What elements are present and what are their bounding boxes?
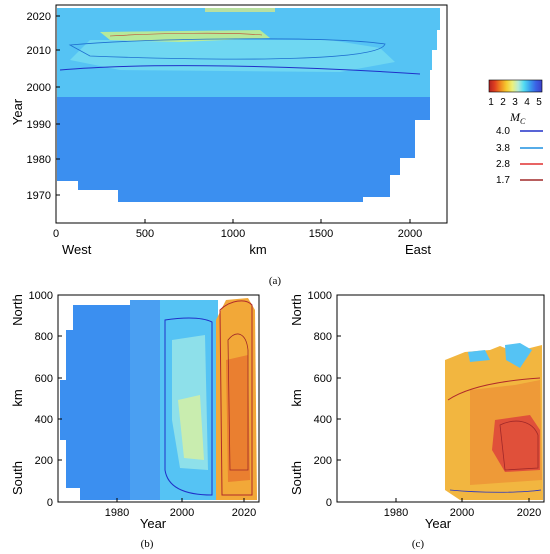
- panel-b-y-label: km: [10, 389, 25, 406]
- y-tick-label: 2020: [27, 11, 51, 23]
- panel-a: 2020 2010 2000 1990 1980 1970 Year 0 500…: [10, 4, 448, 287]
- panel-a-east-label: East: [405, 242, 431, 257]
- colorbar-title-sub: C: [520, 117, 526, 126]
- y-tick-label: 1990: [27, 119, 51, 131]
- colorbar-bar: [488, 79, 543, 93]
- x-tick-label: 2000: [170, 507, 194, 519]
- x-tick-label: 1980: [384, 507, 408, 519]
- panel-b-contour-4-0: [164, 317, 213, 496]
- y-tick-label: 800: [314, 331, 332, 343]
- panel-b-contour-1-7: [227, 333, 249, 471]
- y-tick-label: 1000: [308, 290, 332, 302]
- panel-a-west-label: West: [62, 242, 92, 257]
- panel-b-y-axis: 1000 800 600 400 200 0 North km South: [10, 290, 62, 509]
- panel-a-contour-2-8: [109, 32, 263, 37]
- x-tick-label: 1000: [221, 228, 245, 240]
- panel-a-region-blue: [57, 97, 430, 202]
- panel-b-heatfield: [60, 298, 257, 500]
- panel-c-contour-4-0: [449, 489, 542, 493]
- contour-legend: 4.0 3.8 2.8 1.7: [496, 126, 543, 186]
- panel-c-region-cyan: [505, 343, 532, 368]
- panel-a-region-lightcyan: [70, 40, 395, 72]
- y-tick-label: 1980: [27, 154, 51, 166]
- panel-c-north-label: North: [289, 294, 304, 326]
- panel-c-y-axis: 1000 800 600 400 200 0 North km South: [289, 290, 341, 509]
- panel-c-caption: (c): [412, 538, 425, 550]
- x-tick-label: 2000: [450, 507, 474, 519]
- panel-b-x-label: Year: [140, 516, 167, 531]
- y-tick-label: 600: [314, 373, 332, 385]
- y-tick-label: 0: [47, 497, 53, 509]
- panel-c-x-label: Year: [425, 516, 452, 531]
- panel-a-y-label: Year: [10, 98, 25, 125]
- panel-b-caption: (b): [141, 538, 154, 550]
- panel-c-x-axis: 1980 2000 2020 Year: [384, 498, 541, 531]
- contour-legend-label: 4.0: [496, 126, 510, 137]
- panel-c-south-label: South: [289, 461, 304, 495]
- colorbar-title: MC: [509, 110, 526, 126]
- colorbar-tick: 1: [488, 97, 494, 108]
- x-tick-label: 0: [53, 228, 59, 240]
- panel-c-contour-1-7: [499, 420, 539, 471]
- panel-b-contour-2-8: [219, 300, 253, 496]
- panel-b: 1000 800 600 400 200 0 North km South 19…: [10, 290, 260, 550]
- contour-legend-label: 2.8: [496, 159, 510, 170]
- panel-a-caption: (a): [269, 275, 282, 287]
- panel-c: 1000 800 600 400 200 0 North km South 19…: [289, 290, 545, 550]
- x-tick-label: 500: [136, 228, 154, 240]
- panel-a-heatfield: [57, 8, 440, 202]
- x-tick-label: 1500: [309, 228, 333, 240]
- colorbar-tick: 3: [512, 97, 518, 108]
- panel-a-contour-4-0: [59, 65, 421, 75]
- panel-a-x-label: km: [249, 242, 266, 257]
- contour-legend-label: 3.8: [496, 143, 510, 154]
- y-tick-label: 2010: [27, 45, 51, 57]
- colorbar: 1 2 3 4 5 MC: [488, 79, 543, 126]
- panel-a-region-top: [205, 8, 275, 12]
- panel-b-region-yellowish: [178, 395, 204, 460]
- panel-a-x-axis: 0 500 1000 1500 2000 West km East: [53, 219, 431, 257]
- panel-c-contour-2-8: [447, 377, 541, 401]
- x-tick-label: 1980: [105, 507, 129, 519]
- y-tick-label: 400: [35, 414, 53, 426]
- y-tick-label: 200: [35, 455, 53, 467]
- panel-b-region-blue2: [130, 300, 160, 500]
- y-tick-label: 600: [35, 373, 53, 385]
- colorbar-title-main: M: [509, 110, 521, 124]
- panel-b-north-label: North: [10, 294, 25, 326]
- panel-a-y-axis: 2020 2010 2000 1990 1980 1970 Year: [10, 11, 60, 202]
- x-tick-label: 2000: [398, 228, 422, 240]
- y-tick-label: 0: [326, 497, 332, 509]
- y-tick-label: 1000: [29, 290, 53, 302]
- panel-b-south-label: South: [10, 461, 25, 495]
- y-tick-label: 800: [35, 331, 53, 343]
- y-tick-label: 200: [314, 455, 332, 467]
- colorbar-tick: 4: [524, 97, 530, 108]
- panel-b-x-axis: 1980 2000 2020 Year: [105, 498, 256, 531]
- panel-c-region-cyan2: [468, 350, 490, 362]
- x-tick-label: 2020: [232, 507, 256, 519]
- panel-c-heatfield: [445, 343, 543, 500]
- panel-a-contour-3-8: [68, 38, 386, 60]
- colorbar-tick: 2: [500, 97, 506, 108]
- panel-c-y-label: km: [289, 389, 304, 406]
- contour-legend-label: 1.7: [496, 175, 510, 186]
- y-tick-label: 1970: [27, 190, 51, 202]
- panel-b-region-darkorange: [226, 355, 250, 482]
- y-tick-label: 400: [314, 414, 332, 426]
- x-tick-label: 2020: [517, 507, 541, 519]
- colorbar-tick: 5: [536, 97, 542, 108]
- y-tick-label: 2000: [27, 82, 51, 94]
